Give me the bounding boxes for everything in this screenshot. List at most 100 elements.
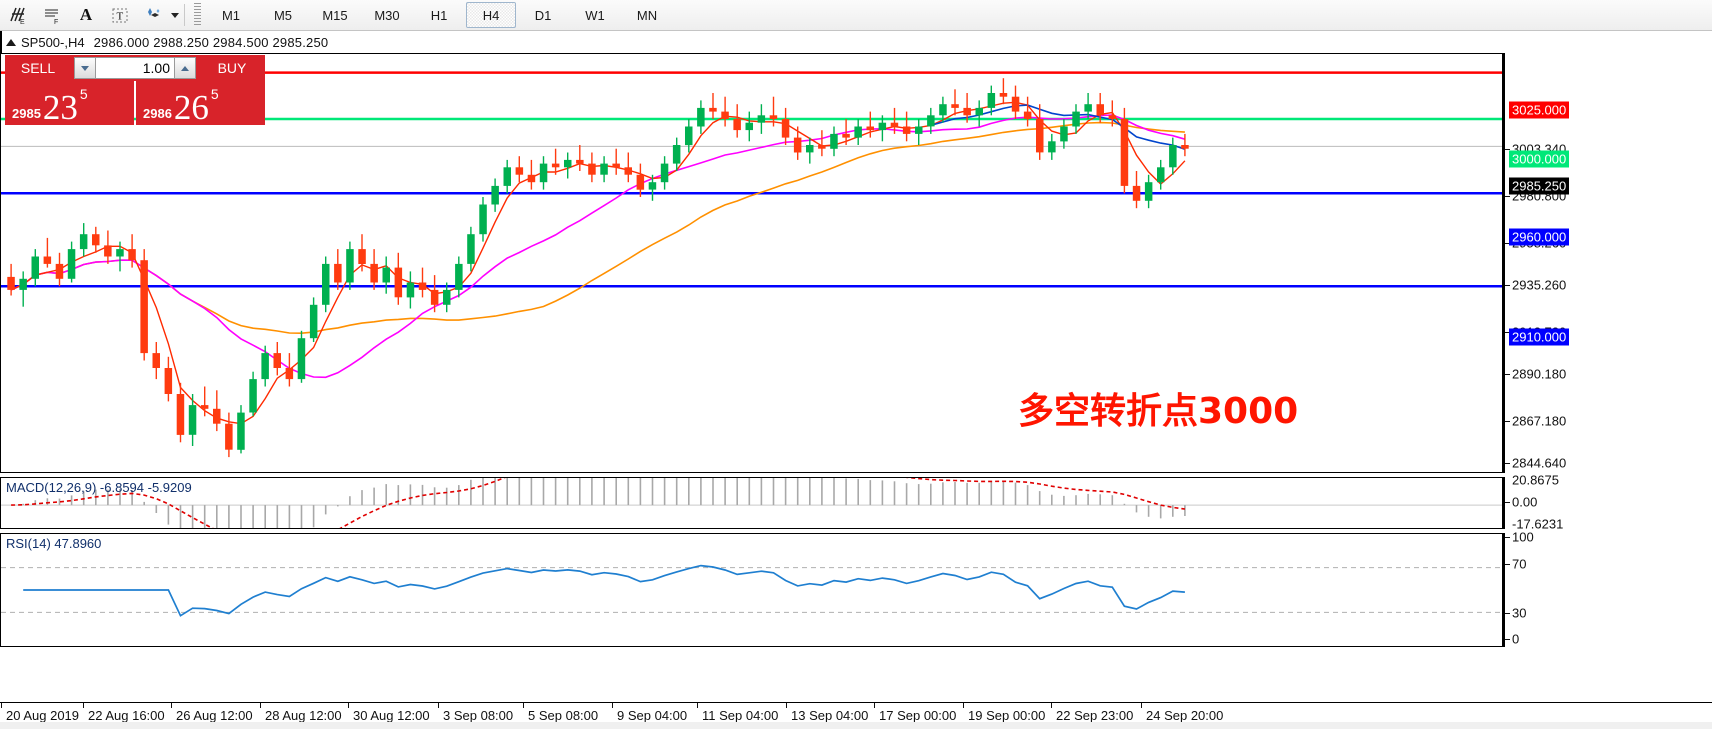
price-tick-label: 2890.180 — [1512, 366, 1567, 382]
timeframe-h1[interactable]: H1 — [430, 7, 448, 23]
chevron-down-icon — [81, 65, 89, 71]
price-tick — [1505, 285, 1510, 286]
rsi-pane[interactable]: RSI(14) 47.8960 — [0, 533, 1503, 647]
chevron-down-icon[interactable] — [171, 12, 179, 18]
grid-bars-icon[interactable]: F — [36, 1, 68, 29]
one-click-trading-panel[interactable]: SELL 1.00 BUY 2985 23 5 2986 26 5 — [5, 55, 265, 125]
price-tick — [1505, 332, 1510, 333]
price-tick-label: 2844.640 — [1512, 455, 1567, 471]
time-axis-label: 5 Sep 08:00 — [528, 708, 599, 723]
macd-tick-label: -17.6231 — [1512, 516, 1564, 532]
timeframe-m30[interactable]: M30 — [374, 7, 400, 23]
chart-annotation-text: 多空转折点3000 — [1018, 391, 1299, 432]
time-axis-tick — [171, 703, 172, 708]
time-axis-tick — [786, 703, 787, 708]
timeframe-m1[interactable]: M1 — [221, 7, 241, 23]
rsi-tick-label: 70 — [1512, 556, 1527, 572]
svg-text:F: F — [54, 19, 58, 25]
time-axis-tick — [874, 703, 875, 708]
sell-button[interactable]: SELL — [5, 55, 71, 81]
window-bottom-edge — [0, 722, 1712, 729]
time-axis-label: 24 Sep 20:00 — [1146, 708, 1224, 723]
rsi-tick — [1505, 639, 1510, 640]
grid-bars-glyph: F — [45, 9, 58, 25]
rsi-chart-svg — [1, 564, 1502, 617]
chart-canvas-area[interactable]: 多空转折点3000 MACD(12,26,9) -6.8594 -5.9209 … — [0, 53, 1712, 702]
rsi-tick-label: 30 — [1512, 605, 1527, 621]
crosshair-cursor-icon[interactable]: E — [2, 1, 34, 29]
time-axis-label: 28 Aug 12:00 — [265, 708, 342, 723]
time-axis-tick — [348, 703, 349, 708]
timeframe-m15[interactable]: M15 — [322, 7, 348, 23]
macd-tick-label: 0.00 — [1512, 494, 1538, 510]
volume-increase-button[interactable] — [174, 57, 196, 79]
toolbar-divider — [184, 4, 185, 26]
macd-axis: 20.8675 0.00 -17.6231 — [1503, 473, 1712, 532]
objects-diamond-glyph — [148, 8, 160, 17]
rsi-axis: 100 70 30 0 — [1503, 529, 1712, 647]
volume-stepper[interactable]: 1.00 — [71, 55, 199, 81]
text-label-tool-icon[interactable]: T — [104, 1, 136, 29]
objects-list-icon[interactable] — [138, 1, 170, 29]
rsi-tick-label: 100 — [1512, 529, 1534, 545]
time-axis-label: 3 Sep 08:00 — [443, 708, 514, 723]
price-level-tag[interactable]: 2985.250 — [1509, 177, 1570, 195]
time-axis-tick — [963, 703, 964, 708]
rsi-tick — [1505, 564, 1510, 565]
price-level-tag[interactable]: 3000.000 — [1509, 150, 1570, 168]
timeframe-w1[interactable]: W1 — [585, 7, 605, 23]
toolbar-grip-handle[interactable] — [194, 3, 201, 27]
svg-text:T: T — [117, 11, 124, 23]
time-axis-label: 17 Sep 00:00 — [879, 708, 957, 723]
time-axis-label: 20 Aug 2019 — [6, 708, 80, 723]
chart-toolbar: E F A T — [0, 0, 1712, 31]
time-axis-tick — [1051, 703, 1052, 708]
text-tool-icon[interactable]: A — [70, 1, 102, 29]
price-level-tag[interactable]: 3025.000 — [1509, 101, 1570, 119]
price-level-tag[interactable]: 2960.000 — [1509, 228, 1570, 246]
time-axis-label: 11 Sep 04:00 — [702, 708, 779, 723]
time-axis-tick — [83, 703, 84, 708]
timeframe-m5[interactable]: M5 — [273, 7, 293, 23]
volume-input[interactable]: 1.00 — [96, 57, 174, 79]
crosshair-cursor-glyph: E — [10, 7, 25, 25]
time-axis-tick — [1, 703, 2, 708]
price-tick — [1505, 196, 1510, 197]
timeframe-d1[interactable]: D1 — [534, 7, 552, 23]
price-tick-label: 2935.260 — [1512, 277, 1567, 293]
buy-price-box[interactable]: 2986 26 5 — [136, 81, 265, 125]
price-tick — [1505, 149, 1510, 150]
collapse-triangle-icon[interactable] — [6, 38, 16, 46]
buy-price-fraction: 5 — [210, 86, 219, 102]
price-tick — [1505, 374, 1510, 375]
time-axis-label: 9 Sep 04:00 — [617, 708, 688, 723]
time-axis-label: 19 Sep 00:00 — [968, 708, 1046, 723]
price-level-tag[interactable]: 2910.000 — [1509, 328, 1570, 346]
svg-text:E: E — [20, 19, 25, 25]
buy-button[interactable]: BUY — [199, 55, 265, 81]
time-axis-tick — [1141, 703, 1142, 708]
time-axis-label: 26 Aug 12:00 — [176, 708, 253, 723]
macd-pane[interactable]: MACD(12,26,9) -6.8594 -5.9209 — [0, 477, 1503, 529]
ohlc-values: 2986.000 2988.250 2984.500 2985.250 — [93, 34, 329, 50]
sell-price-box[interactable]: 2985 23 5 — [5, 81, 134, 125]
text-label-box-glyph: T — [112, 8, 128, 23]
sell-price-pips: 23 — [42, 88, 78, 128]
macd-tick-label: 20.8675 — [1512, 472, 1559, 488]
volume-decrease-button[interactable] — [74, 57, 96, 79]
rsi-title: RSI(14) 47.8960 — [6, 536, 102, 551]
macd-tick — [1505, 502, 1510, 503]
trade-panel-top-row: SELL 1.00 BUY — [5, 55, 265, 81]
buy-price-integer: 2986 — [143, 106, 172, 121]
rsi-tick-label: 0 — [1512, 631, 1520, 647]
price-axis[interactable]: 3003.3402980.8002958.2602935.2602912.720… — [1503, 53, 1712, 518]
timeframe-group: M1 M5 M15 M30 H1 H4 D1 W1 MN — [205, 2, 673, 28]
time-axis-tick — [260, 703, 261, 708]
rsi-tick — [1505, 537, 1510, 538]
time-axis-label: 30 Aug 12:00 — [353, 708, 430, 723]
timeframe-h4[interactable]: H4 — [466, 2, 516, 28]
timeframe-mn[interactable]: MN — [636, 7, 658, 23]
price-tick — [1505, 243, 1510, 244]
sell-price-integer: 2985 — [12, 106, 41, 121]
